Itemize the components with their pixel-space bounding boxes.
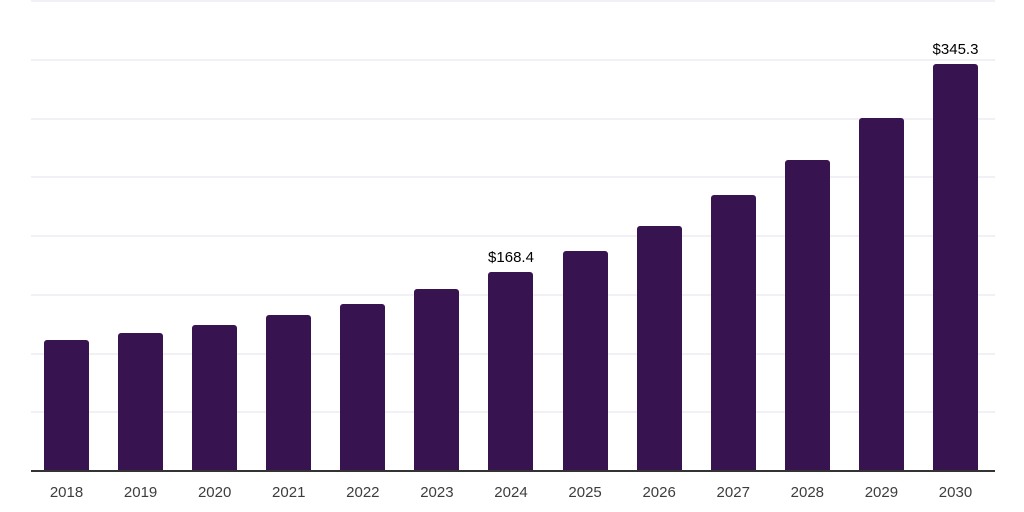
bar-2025	[562, 251, 608, 470]
gridline-350	[31, 58, 995, 61]
gridline-250	[31, 176, 995, 179]
x-tick-2025: 2025	[568, 484, 602, 501]
x-tick-2030: 2030	[938, 484, 973, 501]
bar-2026	[636, 225, 682, 470]
x-axis-line	[31, 470, 995, 472]
bar-2023	[414, 289, 460, 470]
x-tick-2021: 2021	[272, 484, 306, 501]
x-tick-2028: 2028	[790, 484, 825, 501]
x-axis-labels: 2018 2019 2020 2021 2022 2023 2024 2025 2026 2027…	[31, 484, 995, 506]
bar-2027	[710, 195, 756, 470]
gridline-300	[31, 117, 995, 120]
x-tick-2024: 2024	[494, 484, 528, 501]
data-label-2030: $345.3	[932, 41, 979, 59]
x-tick-2022: 2022	[346, 484, 380, 501]
bar-2028	[784, 159, 830, 470]
bar-2022	[340, 304, 386, 470]
bar-2029	[858, 117, 904, 470]
bar-2030	[932, 64, 978, 470]
bar-2024	[488, 272, 534, 470]
bar-2019	[118, 332, 164, 470]
plot-area: $168.4 $345.3	[31, 0, 995, 470]
x-tick-2019: 2019	[123, 484, 158, 501]
bar-2018	[44, 339, 89, 470]
gridline-400	[31, 0, 995, 2]
x-tick-2018: 2018	[49, 484, 84, 501]
x-tick-2020: 2020	[197, 484, 232, 501]
x-tick-2023: 2023	[420, 484, 454, 501]
bar-2021	[266, 314, 312, 470]
bar-2020	[192, 325, 238, 470]
gridline-200	[31, 235, 995, 237]
x-tick-2029: 2029	[864, 484, 899, 501]
x-tick-2026: 2026	[642, 484, 676, 501]
data-label-2024: $168.4	[488, 249, 534, 267]
x-tick-2027: 2027	[716, 484, 750, 501]
